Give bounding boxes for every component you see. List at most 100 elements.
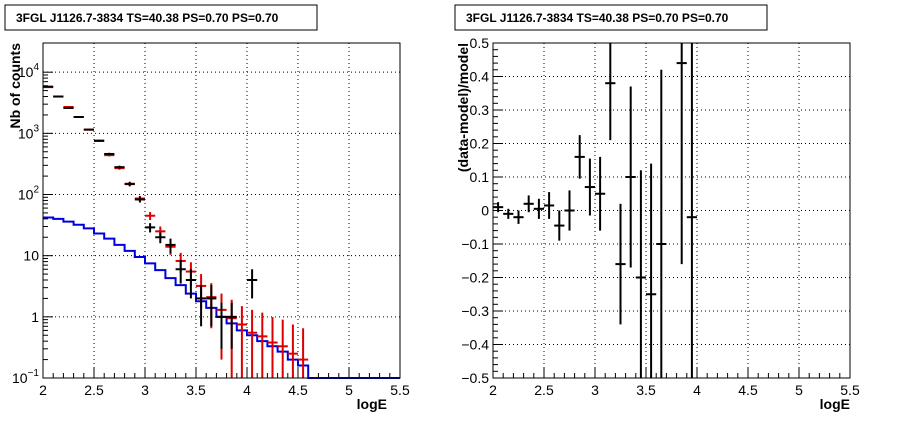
y-tick-label: 103 bbox=[18, 123, 40, 141]
data-point bbox=[124, 182, 135, 187]
data-point bbox=[145, 223, 156, 233]
model-point bbox=[145, 212, 156, 221]
chart-title: 3FGL J1126.7-3834 TS=40.38 PS=0.70 PS=0.… bbox=[466, 11, 729, 25]
data-point bbox=[83, 128, 94, 131]
data-point bbox=[114, 165, 125, 169]
residual-point bbox=[493, 202, 504, 213]
data-point bbox=[206, 285, 217, 327]
residual-point bbox=[544, 192, 555, 219]
plot-frame bbox=[492, 42, 851, 379]
x-tick-label: 3 bbox=[141, 382, 149, 398]
x-tick-label: 4.5 bbox=[738, 382, 758, 398]
chart-title: 3FGL J1126.7-3834 TS=40.38 PS=0.70 PS=0.… bbox=[16, 11, 279, 25]
y-tick-label: 0.5 bbox=[470, 35, 490, 51]
y-tick-label: −0.1 bbox=[461, 236, 489, 252]
y-tick-label: 0.2 bbox=[470, 136, 490, 152]
model-point bbox=[298, 328, 309, 378]
data-point bbox=[155, 232, 166, 244]
x-axis-label: logE bbox=[357, 396, 387, 412]
residual-points bbox=[493, 43, 697, 378]
y-tick-labels: −0.5 −0.4 −0.3 −0.2 −0.1 0 0.1 0.2 0.3 0.4 0.5 bbox=[461, 35, 489, 386]
residual-point bbox=[554, 210, 565, 241]
y-tick-label: −0.5 bbox=[461, 370, 489, 386]
x-tick-label: 2 bbox=[39, 382, 47, 398]
x-tick-label: 5.5 bbox=[840, 382, 860, 398]
x-axis-label: logE bbox=[820, 396, 850, 412]
residual-point bbox=[595, 156, 606, 231]
residual-point bbox=[513, 210, 524, 224]
x-tick-label: 5.5 bbox=[390, 382, 410, 398]
x-tick-label: 5 bbox=[345, 382, 353, 398]
y-tick-label: 102 bbox=[18, 185, 40, 203]
data-points bbox=[43, 85, 258, 349]
data-point bbox=[226, 302, 237, 349]
y-tick-label: 0.1 bbox=[470, 169, 490, 185]
y-tick-label: 0.4 bbox=[470, 69, 490, 85]
model-point bbox=[236, 306, 247, 378]
residual-point bbox=[676, 43, 687, 265]
y-tick-label: 10 bbox=[23, 248, 39, 264]
model-point bbox=[257, 312, 268, 378]
x-tick-labels: 2 2.5 3 3.5 4 4.5 5 5.5 bbox=[39, 382, 410, 398]
y-tick-label: 0.3 bbox=[470, 102, 490, 118]
x-tick-label: 3.5 bbox=[636, 382, 656, 398]
axis-ticks bbox=[492, 42, 851, 379]
residual-point bbox=[503, 208, 514, 219]
data-point bbox=[104, 152, 115, 156]
y-tick-label: −0.2 bbox=[461, 270, 489, 286]
residual-point bbox=[574, 135, 585, 179]
data-point bbox=[134, 196, 145, 203]
x-tick-label: 4.5 bbox=[288, 382, 308, 398]
data-point bbox=[196, 285, 207, 327]
data-point bbox=[216, 302, 227, 349]
residual-point bbox=[656, 69, 667, 378]
data-point bbox=[175, 259, 186, 284]
y-axis-label: Nb of counts bbox=[7, 43, 23, 129]
data-point bbox=[73, 116, 84, 119]
counts-spectrum-panel: 3FGL J1126.7-3834 TS=40.38 PS=0.70 PS=0.… bbox=[4, 4, 410, 412]
residual-point bbox=[635, 170, 646, 378]
data-point bbox=[247, 269, 258, 299]
data-point bbox=[94, 139, 105, 142]
y-tick-label: 104 bbox=[18, 62, 40, 80]
model-point bbox=[267, 317, 278, 378]
residuals-panel: 3FGL J1126.7-3834 TS=40.38 PS=0.70 PS=0.… bbox=[454, 4, 860, 412]
x-tick-label: 3.5 bbox=[186, 382, 206, 398]
model-points bbox=[43, 86, 309, 378]
residual-point bbox=[625, 86, 636, 268]
model-point bbox=[247, 309, 258, 378]
y-tick-label: 1 bbox=[31, 309, 39, 325]
plot-frame bbox=[42, 42, 401, 379]
residual-point bbox=[646, 163, 657, 378]
residual-point bbox=[605, 43, 616, 141]
y-tick-label: −0.3 bbox=[461, 303, 489, 319]
model-point bbox=[287, 324, 298, 378]
y-tick-label: 10−1 bbox=[12, 368, 39, 386]
y-axis-label: (data-model)/model bbox=[455, 43, 471, 172]
chart-title-box bbox=[4, 4, 318, 31]
residual-point bbox=[584, 158, 595, 216]
y-tick-label: 0 bbox=[481, 203, 489, 219]
x-tick-label: 3 bbox=[591, 382, 599, 398]
x-tick-labels: 2 2.5 3 3.5 4 4.5 5 5.5 bbox=[489, 382, 860, 398]
y-tick-labels: 10−1 1 10 102 103 104 bbox=[12, 62, 39, 386]
data-point bbox=[43, 85, 54, 88]
x-tick-label: 2.5 bbox=[534, 382, 554, 398]
data-point bbox=[185, 269, 196, 299]
x-tick-label: 4 bbox=[243, 382, 251, 398]
model-point bbox=[277, 319, 288, 378]
residual-point bbox=[523, 195, 534, 213]
x-tick-label: 4 bbox=[693, 382, 701, 398]
x-tick-label: 2.5 bbox=[84, 382, 104, 398]
data-point bbox=[53, 95, 64, 98]
chart-title-box bbox=[454, 4, 768, 31]
y-tick-label: −0.4 bbox=[461, 337, 489, 353]
grid-lines bbox=[493, 43, 850, 378]
data-point bbox=[63, 106, 74, 109]
x-tick-label: 5 bbox=[795, 382, 803, 398]
data-point bbox=[165, 238, 176, 254]
residual-point bbox=[615, 203, 626, 325]
residual-point bbox=[564, 190, 575, 231]
residual-point bbox=[686, 43, 697, 378]
